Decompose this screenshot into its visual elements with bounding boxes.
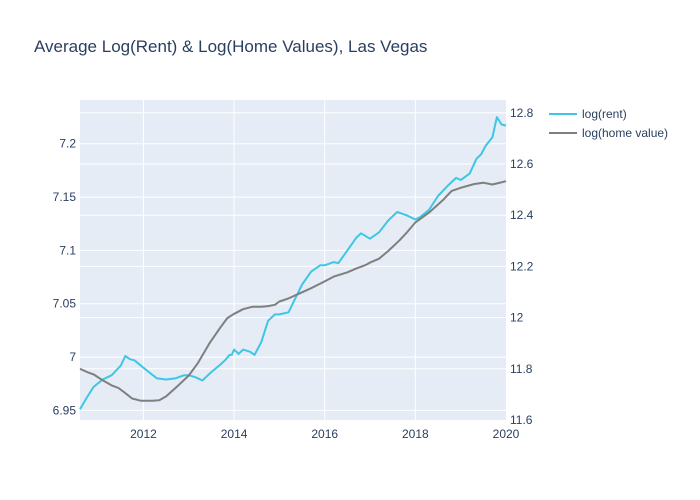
x-tick-label: 2018: [402, 427, 429, 441]
x-tick-label: 2014: [221, 427, 248, 441]
series-line-log-rent: [79, 116, 507, 410]
legend-item[interactable]: log(home value): [549, 126, 668, 140]
y2-tick-label: 12.8: [510, 106, 534, 120]
series-layer: [79, 116, 507, 410]
y-tick-label: 7.2: [59, 137, 76, 151]
y2-tick-label: 11.8: [510, 362, 533, 376]
y2-tick-label: 12.4: [510, 208, 534, 222]
chart-title: Average Log(Rent) & Log(Home Values), La…: [34, 37, 427, 56]
series-line-log-home-value: [79, 180, 507, 402]
y-tick-label: 7.05: [53, 297, 77, 311]
legend-label: log(home value): [582, 126, 668, 140]
legend-label: log(rent): [582, 107, 627, 121]
y-tick-label: 7.1: [59, 243, 76, 257]
x-axis: 2012 2014 2016 2018 2020: [130, 427, 520, 441]
y-tick-label: 7.15: [53, 190, 77, 204]
x-tick-label: 2020: [493, 427, 520, 441]
grid: [80, 100, 506, 420]
y2-tick-label: 11.6: [510, 413, 533, 427]
y-axis-left: 6.95 7 7.05 7.1 7.15 7.2: [53, 137, 77, 418]
y2-tick-label: 12.6: [510, 157, 534, 171]
y-axis-right: 11.6 11.8 12 12.2 12.4 12.6 12.8: [510, 106, 534, 427]
y2-tick-label: 12.2: [510, 259, 534, 273]
legend[interactable]: log(rent) log(home value): [549, 107, 668, 140]
legend-item[interactable]: log(rent): [549, 107, 627, 121]
y-tick-label: 6.95: [53, 403, 77, 417]
y2-tick-label: 12: [510, 311, 524, 325]
plot-area: [80, 100, 506, 420]
x-tick-label: 2016: [311, 427, 338, 441]
x-tick-label: 2012: [130, 427, 157, 441]
y-tick-label: 7: [69, 350, 76, 364]
